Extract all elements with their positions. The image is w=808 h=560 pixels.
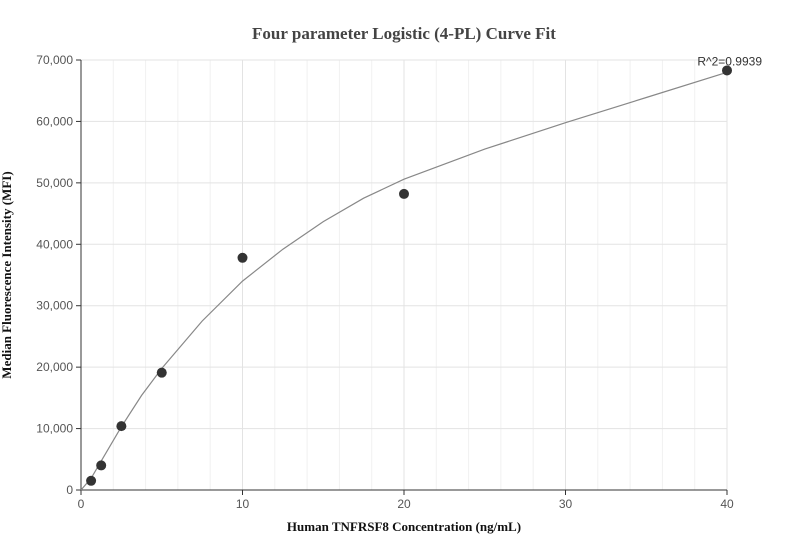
y-tick-label: 70,000 <box>36 53 73 67</box>
y-tick-label: 30,000 <box>36 299 73 313</box>
annotation-layer: R^2=0.9939 <box>697 54 762 68</box>
y-tick-label: 40,000 <box>36 237 73 251</box>
data-point <box>96 460 107 471</box>
ticks: 0 10 20 30 40 0 10,000 20,000 30,000 40,000 50,000… <box>36 53 734 511</box>
y-tick-label: 20,000 <box>36 360 73 374</box>
data-point <box>86 475 97 486</box>
r-squared-annotation: R^2=0.9939 <box>697 54 762 68</box>
data-point <box>722 65 732 76</box>
y-tick-label: 50,000 <box>36 176 73 190</box>
y-axis-title: Median Fluorescence Intensity (MFI) <box>0 171 14 378</box>
data-point <box>237 252 248 263</box>
x-tick-label: 40 <box>720 497 734 511</box>
x-tick-label: 30 <box>559 497 573 511</box>
data-point <box>116 421 127 432</box>
grid <box>81 59 728 490</box>
data-point <box>399 188 409 199</box>
x-tick-label: 20 <box>397 497 411 511</box>
chart-title: Four parameter Logistic (4-PL) Curve Fit <box>252 24 556 43</box>
x-tick-label: 0 <box>78 497 85 511</box>
x-axis-title: Human TNFRSF8 Concentration (ng/mL) <box>287 519 521 534</box>
series-layer <box>80 65 732 491</box>
x-tick-label: 10 <box>236 497 250 511</box>
data-point <box>156 367 167 378</box>
y-tick-label: 60,000 <box>36 114 73 128</box>
fit-curve-line <box>80 71 728 491</box>
y-tick-label: 0 <box>66 483 73 497</box>
y-tick-label: 10,000 <box>36 422 73 436</box>
